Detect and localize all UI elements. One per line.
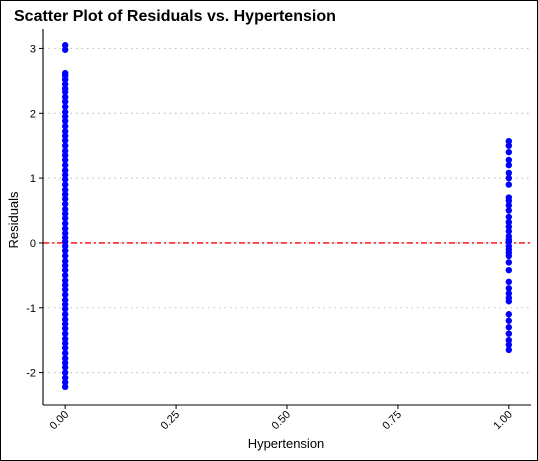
data-point [506, 142, 512, 148]
x-axis-label: Hypertension [248, 436, 325, 451]
y-tick-label: 0 [30, 238, 36, 250]
data-point [506, 162, 512, 168]
x-tick-label: 0.50 [269, 409, 293, 433]
data-point [506, 279, 512, 285]
data-point [506, 311, 512, 317]
y-tick-label: 2 [30, 108, 36, 120]
data-point [506, 347, 512, 353]
data-point [62, 47, 68, 53]
data-point [506, 207, 512, 213]
data-point [506, 175, 512, 181]
y-tick-label: -1 [26, 303, 36, 315]
data-point [506, 259, 512, 265]
data-point [62, 384, 68, 390]
axes [43, 29, 531, 405]
x-tick-label: 1.00 [491, 409, 515, 433]
y-axis-label: Residuals [6, 191, 21, 249]
data-point [506, 253, 512, 259]
y-tick-label: -2 [26, 368, 36, 380]
y-ticks: -2 -1 0 1 2 3 [26, 43, 43, 379]
x-ticks: 0.00 0.25 0.50 0.75 1.00 [48, 405, 515, 432]
x-tick-label: 0.25 [159, 409, 183, 433]
chart-title: Scatter Plot of Residuals vs. Hypertensi… [14, 8, 336, 25]
data-point [506, 330, 512, 336]
x-tick-label: 0.75 [380, 409, 404, 433]
data-point [506, 298, 512, 304]
data-point [506, 149, 512, 155]
data-point [506, 324, 512, 330]
data-points [62, 42, 512, 390]
y-tick-label: 1 [30, 173, 36, 185]
data-point [506, 318, 512, 324]
x-tick-label: 0.00 [48, 409, 72, 433]
data-point [506, 181, 512, 187]
gridlines [43, 48, 531, 372]
y-tick-label: 3 [30, 43, 36, 55]
data-point [506, 267, 512, 273]
